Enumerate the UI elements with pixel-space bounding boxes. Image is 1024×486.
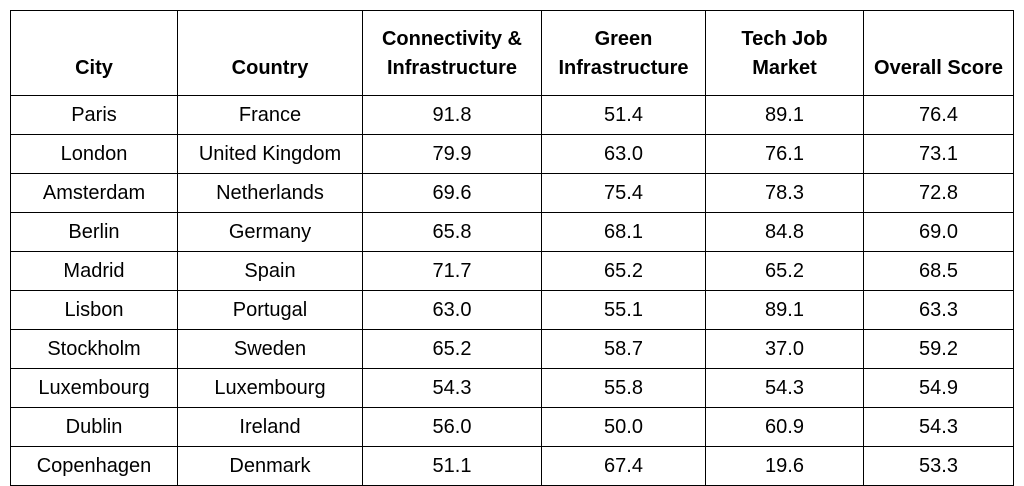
column-header-overall-score: Overall Score — [863, 10, 1014, 96]
column-header-tech-job-market: Tech Job Market — [705, 10, 864, 96]
overall-score-cell: 69.0 — [863, 212, 1014, 252]
connectivity-cell: 63.0 — [362, 290, 542, 330]
table-row: Luxembourg Luxembourg 54.3 55.8 54.3 54.9 — [10, 368, 1014, 408]
city-cell: Amsterdam — [10, 173, 178, 213]
city-cell: Dublin — [10, 407, 178, 447]
tech-job-market-cell: 76.1 — [705, 134, 864, 174]
green-infrastructure-cell: 63.0 — [541, 134, 706, 174]
country-cell: France — [177, 95, 363, 135]
city-cell: Madrid — [10, 251, 178, 291]
overall-score-cell: 63.3 — [863, 290, 1014, 330]
connectivity-cell: 51.1 — [362, 446, 542, 486]
country-cell: Germany — [177, 212, 363, 252]
table-row: Paris France 91.8 51.4 89.1 76.4 — [10, 95, 1014, 135]
country-cell: Denmark — [177, 446, 363, 486]
city-cell: Lisbon — [10, 290, 178, 330]
city-cell: Paris — [10, 95, 178, 135]
connectivity-cell: 65.8 — [362, 212, 542, 252]
country-cell: Netherlands — [177, 173, 363, 213]
table-row: Dublin Ireland 56.0 50.0 60.9 54.3 — [10, 407, 1014, 447]
connectivity-cell: 54.3 — [362, 368, 542, 408]
overall-score-cell: 54.3 — [863, 407, 1014, 447]
city-cell: Berlin — [10, 212, 178, 252]
overall-score-cell: 59.2 — [863, 329, 1014, 369]
connectivity-cell: 56.0 — [362, 407, 542, 447]
tech-job-market-cell: 89.1 — [705, 290, 864, 330]
city-scores-table: City Country Connectivity & Infrastructu… — [10, 10, 1014, 486]
green-infrastructure-cell: 75.4 — [541, 173, 706, 213]
table-header: City Country Connectivity & Infrastructu… — [10, 10, 1014, 96]
tech-job-market-cell: 54.3 — [705, 368, 864, 408]
green-infrastructure-cell: 67.4 — [541, 446, 706, 486]
country-cell: United Kingdom — [177, 134, 363, 174]
green-infrastructure-cell: 65.2 — [541, 251, 706, 291]
table-row: Stockholm Sweden 65.2 58.7 37.0 59.2 — [10, 329, 1014, 369]
overall-score-cell: 73.1 — [863, 134, 1014, 174]
overall-score-cell: 53.3 — [863, 446, 1014, 486]
city-cell: London — [10, 134, 178, 174]
column-header-country: Country — [177, 10, 363, 96]
overall-score-cell: 68.5 — [863, 251, 1014, 291]
connectivity-cell: 71.7 — [362, 251, 542, 291]
country-cell: Ireland — [177, 407, 363, 447]
table-row: Copenhagen Denmark 51.1 67.4 19.6 53.3 — [10, 446, 1014, 486]
city-cell: Copenhagen — [10, 446, 178, 486]
table-body: Paris France 91.8 51.4 89.1 76.4 London United … — [10, 95, 1014, 486]
tech-job-market-cell: 19.6 — [705, 446, 864, 486]
green-infrastructure-cell: 50.0 — [541, 407, 706, 447]
green-infrastructure-cell: 55.8 — [541, 368, 706, 408]
overall-score-cell: 72.8 — [863, 173, 1014, 213]
overall-score-cell: 76.4 — [863, 95, 1014, 135]
overall-score-cell: 54.9 — [863, 368, 1014, 408]
column-header-green-infrastructure: Green Infrastructure — [541, 10, 706, 96]
column-header-city: City — [10, 10, 178, 96]
green-infrastructure-cell: 68.1 — [541, 212, 706, 252]
column-header-connectivity: Connectivity & Infrastructure — [362, 10, 542, 96]
country-cell: Luxembourg — [177, 368, 363, 408]
green-infrastructure-cell: 58.7 — [541, 329, 706, 369]
tech-job-market-cell: 89.1 — [705, 95, 864, 135]
tech-job-market-cell: 37.0 — [705, 329, 864, 369]
table-row: Madrid Spain 71.7 65.2 65.2 68.5 — [10, 251, 1014, 291]
header-row: City Country Connectivity & Infrastructu… — [10, 10, 1014, 96]
tech-job-market-cell: 84.8 — [705, 212, 864, 252]
connectivity-cell: 69.6 — [362, 173, 542, 213]
table-row: Amsterdam Netherlands 69.6 75.4 78.3 72.8 — [10, 173, 1014, 213]
city-cell: Stockholm — [10, 329, 178, 369]
table-row: Lisbon Portugal 63.0 55.1 89.1 63.3 — [10, 290, 1014, 330]
connectivity-cell: 91.8 — [362, 95, 542, 135]
city-cell: Luxembourg — [10, 368, 178, 408]
country-cell: Portugal — [177, 290, 363, 330]
tech-job-market-cell: 60.9 — [705, 407, 864, 447]
green-infrastructure-cell: 51.4 — [541, 95, 706, 135]
tech-job-market-cell: 78.3 — [705, 173, 864, 213]
green-infrastructure-cell: 55.1 — [541, 290, 706, 330]
connectivity-cell: 79.9 — [362, 134, 542, 174]
tech-job-market-cell: 65.2 — [705, 251, 864, 291]
connectivity-cell: 65.2 — [362, 329, 542, 369]
table-row: London United Kingdom 79.9 63.0 76.1 73.1 — [10, 134, 1014, 174]
country-cell: Sweden — [177, 329, 363, 369]
table-row: Berlin Germany 65.8 68.1 84.8 69.0 — [10, 212, 1014, 252]
country-cell: Spain — [177, 251, 363, 291]
